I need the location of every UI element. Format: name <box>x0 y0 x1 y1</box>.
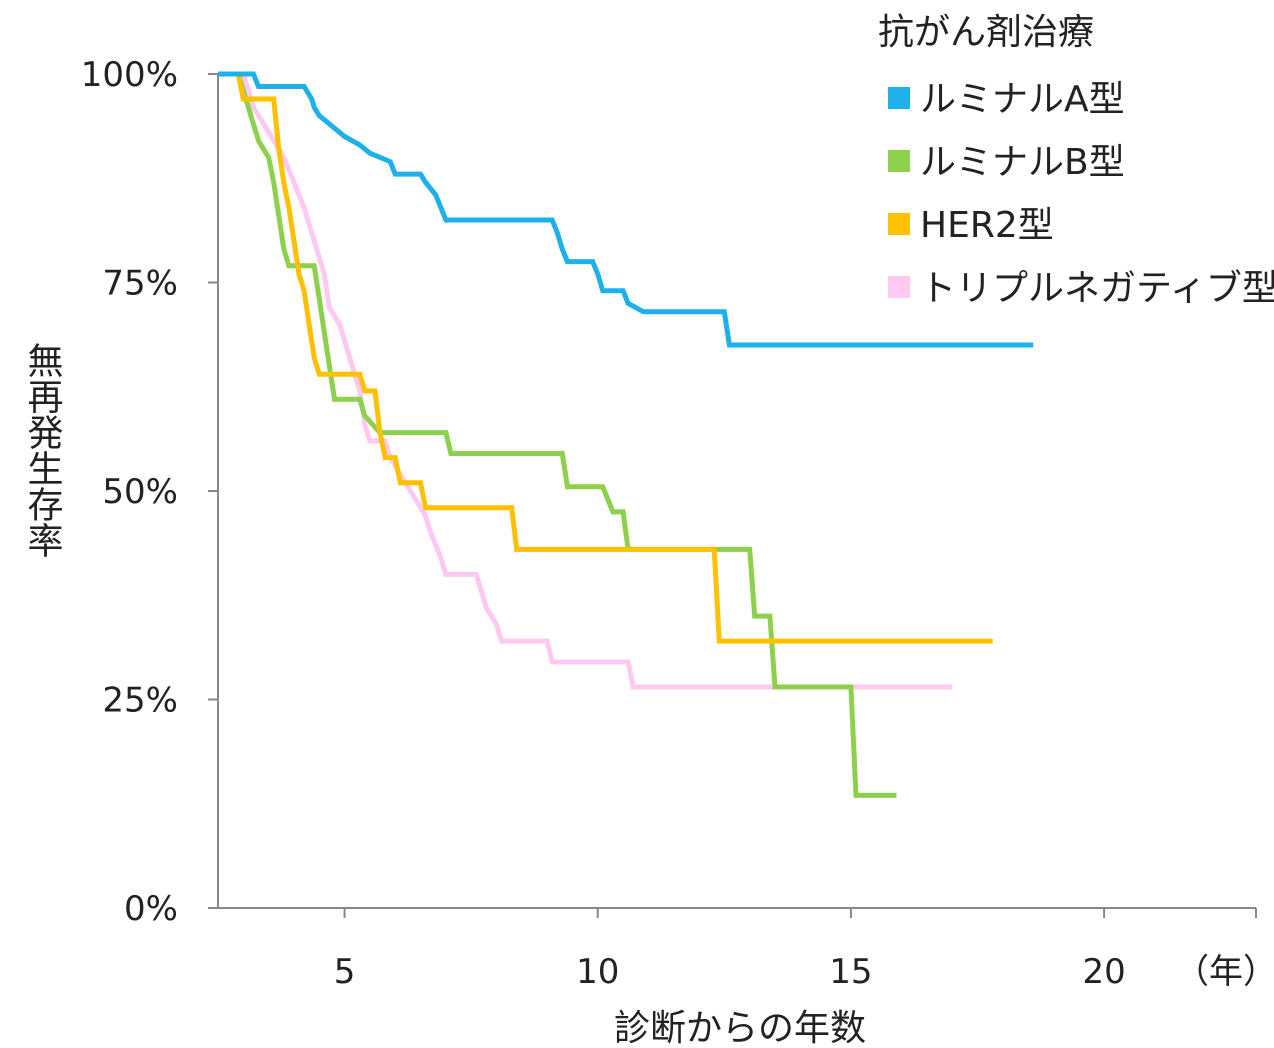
axes <box>217 74 1256 909</box>
series-line-2 <box>218 71 993 644</box>
legend-label: ルミナルB型 <box>920 142 1125 183</box>
x-ticks: 5 10 15 20 <box>334 908 1257 992</box>
legend-swatch <box>888 276 910 298</box>
series-line-1 <box>218 71 897 798</box>
x-tick-label: 20 <box>1082 952 1125 992</box>
legend-swatch <box>888 87 910 109</box>
x-unit-label: （年） <box>1175 952 1274 992</box>
series-layer <box>218 71 1034 798</box>
legend-label: HER2型 <box>920 205 1054 246</box>
y-ticks: 0% 25% 50% 75% 100% <box>81 55 218 929</box>
legend-title: 抗がん剤治療 <box>878 12 1094 53</box>
y-tick-label: 100% <box>81 55 178 95</box>
x-tick-label: 10 <box>576 952 619 992</box>
legend-label: トリプルネガティブ型 <box>920 268 1274 309</box>
series-line-0 <box>218 71 1034 348</box>
legend-label: ルミナルA型 <box>920 79 1125 120</box>
y-tick-label: 75% <box>102 264 178 304</box>
y-axis-title: 無再発生存率 <box>22 342 63 558</box>
y-tick-label: 50% <box>102 472 178 512</box>
legend-swatch <box>888 213 910 235</box>
x-tick-label: 15 <box>829 952 872 992</box>
y-tick-label: 25% <box>102 681 178 721</box>
x-axis-title: 診断からの年数 <box>614 1008 866 1048</box>
legend-swatch <box>888 150 910 172</box>
y-tick-label: 0% <box>124 889 178 929</box>
x-tick-label: 5 <box>334 952 356 992</box>
series-line-3 <box>218 71 953 690</box>
